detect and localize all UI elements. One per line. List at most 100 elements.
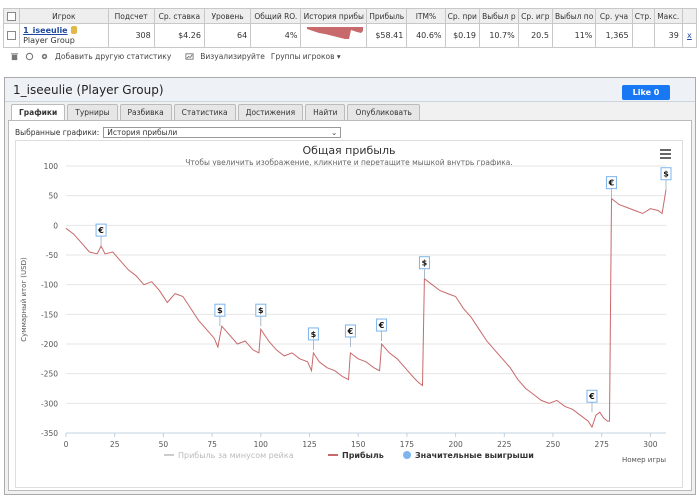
table-toolbar: Добавить другую статистику Визуализируйт…	[10, 50, 341, 62]
annotation-box	[255, 303, 267, 317]
y-axis-title: Суммарный итог (USD)	[20, 257, 28, 342]
refresh-icon[interactable]	[25, 52, 34, 61]
col-header[interactable]: История прибы	[300, 8, 368, 24]
legend-item-wins: Значительные выигрыши	[415, 451, 534, 460]
y-tick-label: -200	[41, 340, 58, 349]
chart-title: Общая прибыль	[303, 144, 396, 157]
select-all-checkbox[interactable]	[7, 11, 17, 21]
y-tick-label: -100	[41, 281, 58, 290]
x-tick-label: 175	[400, 440, 415, 449]
col-header[interactable]: Подсчет	[107, 8, 155, 24]
x-tick-label: 150	[351, 440, 366, 449]
col-header[interactable]: Макс.	[653, 8, 683, 24]
x-tick-label: 300	[643, 440, 658, 449]
select-all-checkbox-cell[interactable]	[2, 8, 21, 24]
tab-tournaments[interactable]: Турниры	[67, 104, 118, 120]
panel-header: 1_iseeulie (Player Group)	[5, 78, 695, 102]
x-axis-title: Номер игры	[622, 456, 666, 464]
x-tick-label: 0	[64, 440, 69, 449]
tab-statistics[interactable]: Статистика	[173, 104, 236, 120]
cell-pages	[631, 23, 655, 48]
tab-charts[interactable]: Графики	[11, 104, 66, 120]
chart-selector[interactable]: История прибыли ⌄	[103, 127, 342, 138]
annotation-box	[95, 223, 107, 237]
chart-selector-row: Выбранные графики: История прибыли ⌄	[15, 127, 342, 138]
x-tick-label: 225	[497, 440, 512, 449]
col-header[interactable]: Стр.	[631, 8, 655, 24]
col-header[interactable]: Ср. ставка	[153, 8, 205, 24]
panel-tabs: Графики Турниры Разбивка Статистика Дост…	[11, 104, 420, 120]
annotation-box	[307, 327, 319, 341]
col-header[interactable]: Прибыль	[366, 8, 408, 24]
annotation-label: $	[217, 306, 223, 315]
annotation-box	[418, 256, 430, 270]
fb-like-label: Like 0	[632, 88, 660, 97]
add-stat-link[interactable]: Добавить другую статистику	[55, 51, 172, 61]
cell-avg-profit: $0.19	[444, 23, 481, 48]
legend-item-rake: Прибыль за минусом рейка	[178, 451, 294, 460]
trash-icon[interactable]	[10, 52, 19, 61]
tab-find[interactable]: Найти	[305, 104, 346, 120]
annotation-label: €	[97, 226, 104, 235]
chart-icon	[185, 52, 194, 60]
x-tick-label: 125	[302, 440, 317, 449]
legend-symbol-wins	[403, 451, 411, 459]
tab-publish[interactable]: Опубликовать	[347, 104, 420, 120]
remove-row-link[interactable]: x	[681, 23, 698, 48]
chevron-down-icon: ⌄	[331, 128, 338, 137]
settings-icon[interactable]	[40, 52, 49, 61]
col-header[interactable]: ITM%	[406, 8, 446, 24]
cell-avg-stake: $4.26	[153, 23, 205, 48]
x-tick-label: 275	[595, 440, 610, 449]
cell-profit-history	[300, 23, 368, 48]
x-tick-label: 25	[110, 440, 120, 449]
cell-avg-games: 20.5	[517, 23, 553, 48]
col-header[interactable]: Ср. уча	[595, 8, 633, 24]
annotation-box	[344, 324, 356, 338]
panel-title: 1_iseeulie (Player Group)	[13, 82, 164, 97]
table-row[interactable]: 1_iseeulie Player Group 308 $4.26 64 4% …	[2, 23, 698, 48]
chart-subtitle: Чтобы увеличить изображение, кликните и …	[185, 158, 513, 167]
tab-achievements[interactable]: Достижения	[237, 104, 304, 120]
row-checkbox-cell[interactable]	[2, 23, 21, 48]
tab-breakdown[interactable]: Разбивка	[119, 104, 172, 120]
visualize-link[interactable]: Визуализируйте	[200, 51, 265, 61]
chart-selector-value: История прибыли	[107, 128, 178, 137]
y-tick-label: -300	[41, 399, 58, 408]
row-checkbox[interactable]	[7, 31, 17, 40]
annotation-box	[605, 176, 617, 190]
col-header[interactable]: Общий RO.	[250, 8, 302, 24]
col-header[interactable]: Выбыл р	[479, 8, 519, 24]
y-tick-label: -50	[46, 251, 58, 260]
cell-itm: 40.6%	[406, 23, 446, 48]
player-groups-dropdown[interactable]: Группы игроков ▾	[270, 51, 341, 61]
col-header[interactable]: Игрок	[19, 8, 109, 24]
col-header[interactable]: Выбыл по	[551, 8, 597, 24]
x-tick-label: 250	[546, 440, 561, 449]
series-line-profit	[65, 189, 667, 429]
annotation-box	[214, 303, 226, 317]
chart-menu-icon[interactable]	[660, 149, 671, 159]
annotation-box	[586, 389, 598, 403]
profit-chart[interactable]: Общая прибыль Чтобы увеличить изображение…	[15, 140, 683, 488]
x-tick-label: 50	[159, 440, 169, 449]
y-tick-label: -150	[41, 310, 58, 319]
cell-level: 64	[203, 23, 252, 48]
cell-profit: $58.41	[366, 23, 408, 48]
y-tick-label: -350	[41, 429, 58, 438]
chart-selector-label: Выбранные графики:	[15, 128, 100, 137]
col-header[interactable]: Уровень	[203, 8, 252, 24]
facebook-like-button[interactable]: Like 0	[622, 85, 670, 100]
annotation-label: $	[311, 330, 317, 339]
player-group: Player Group	[23, 35, 75, 45]
charts-tab-body: Выбранные графики: История прибыли ⌄ Общ…	[8, 120, 692, 491]
legend-item-profit: Прибыль	[342, 450, 384, 460]
player-cell[interactable]: 1_iseeulie Player Group	[19, 23, 109, 48]
col-header[interactable]: Ср. при	[444, 8, 481, 24]
col-header[interactable]: Ср. игр	[517, 8, 553, 24]
annotation-label: €	[588, 392, 595, 401]
player-link[interactable]: 1_iseeulie	[23, 25, 68, 35]
x-tick-label: 75	[207, 440, 217, 449]
y-tick-label: 0	[53, 221, 58, 230]
